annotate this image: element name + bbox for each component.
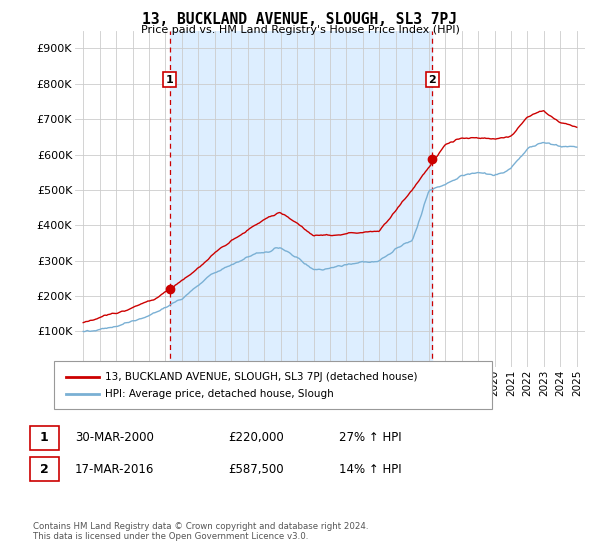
Text: £220,000: £220,000 [228, 431, 284, 445]
Text: 14% ↑ HPI: 14% ↑ HPI [339, 463, 401, 476]
Bar [170, 31, 432, 367]
Text: 27% ↑ HPI: 27% ↑ HPI [339, 431, 401, 445]
Text: £587,500: £587,500 [228, 463, 284, 476]
Text: 13, BUCKLAND AVENUE, SLOUGH, SL3 7PJ: 13, BUCKLAND AVENUE, SLOUGH, SL3 7PJ [143, 12, 458, 27]
Text: 1: 1 [40, 431, 49, 445]
Text: Contains HM Land Registry data © Crown copyright and database right 2024.
This d: Contains HM Land Registry data © Crown c… [33, 522, 368, 542]
Text: 17-MAR-2016: 17-MAR-2016 [75, 463, 154, 476]
Text: 2: 2 [40, 463, 49, 476]
Text: Price paid vs. HM Land Registry's House Price Index (HPI): Price paid vs. HM Land Registry's House … [140, 25, 460, 35]
Text: HPI: Average price, detached house, Slough: HPI: Average price, detached house, Slou… [105, 389, 334, 399]
Text: 13, BUCKLAND AVENUE, SLOUGH, SL3 7PJ (detached house): 13, BUCKLAND AVENUE, SLOUGH, SL3 7PJ (de… [105, 372, 418, 381]
Text: 1: 1 [166, 74, 173, 85]
Text: 30-MAR-2000: 30-MAR-2000 [75, 431, 154, 445]
Text: 2: 2 [428, 74, 436, 85]
